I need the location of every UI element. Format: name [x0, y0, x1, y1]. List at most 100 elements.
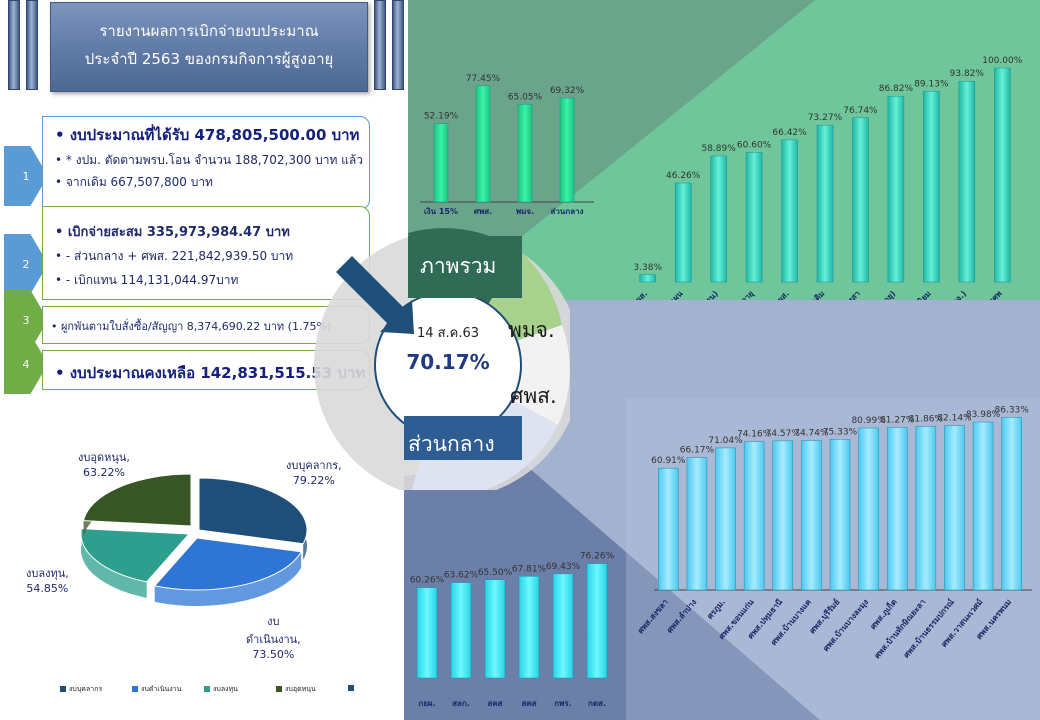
data-label: 65.05% — [508, 92, 543, 102]
category-label: ศพส. — [474, 207, 492, 216]
data-label: 73.27% — [808, 113, 843, 123]
overall-label: ภาพรวม — [420, 254, 497, 278]
budget-received: • งบประมาณที่ได้รับ 478,805,500.00 บาท — [55, 126, 360, 144]
arrow-shape — [336, 256, 414, 334]
bar-1 — [639, 274, 656, 283]
bar-7 — [852, 117, 869, 283]
category-label: กยผ. — [418, 699, 435, 708]
bar-3 — [710, 155, 727, 283]
pie-label-operating-name-1: งบ — [267, 615, 280, 628]
pmj-label: พมจ. — [508, 318, 555, 342]
divisions-bar-chart: 60.26% กยผ. 63.62% สลก. 65.50% สคส 67.81% สคส 69… — [410, 552, 615, 708]
bar-2 — [450, 582, 472, 679]
bar-9 — [886, 427, 908, 591]
legend-item: งบดำเนินงาน — [132, 684, 181, 695]
category-label: ศรภูม. — [705, 598, 727, 622]
bar-2 — [475, 85, 491, 203]
overall-label-block — [408, 236, 522, 298]
bar-2 — [674, 182, 692, 283]
bar-7 — [829, 439, 851, 591]
data-label: 66.17% — [680, 446, 715, 456]
category-label: ศพส.บ้านธรรมปกรณ์ — [901, 596, 956, 659]
pie-slice-3 — [80, 528, 191, 583]
legend-item: งบบุคลากร — [60, 684, 102, 695]
category-label: สคส — [487, 699, 502, 708]
pie-label-personnel-name: งบบุคลากร, — [286, 459, 342, 472]
report-title: รายงานผลการเบิกจ่ายงบประมาณ ประจำปี 2563… — [50, 2, 368, 92]
bar-11 — [944, 425, 965, 591]
data-label: 3.38% — [633, 263, 662, 273]
pie-label-investment-name: งบลงทุน, — [26, 567, 69, 580]
data-label: 71.04% — [708, 436, 743, 446]
pie-label-investment: งบลงทุน, 54.85% — [26, 564, 69, 595]
data-label: 74.74% — [794, 429, 829, 439]
legend-label: งบดำเนินงาน — [141, 685, 182, 693]
budget-note-1: • * งปม. ตัดตามพรบ.โอน จำนวน 188,702,300… — [55, 153, 363, 167]
pie-label-investment-value: 54.85% — [26, 582, 69, 595]
data-label: 52.19% — [424, 112, 459, 122]
data-label: 76.26% — [580, 552, 615, 562]
central-units-bar-chart: 3.38% พยาบาลการรักษาตั้ง ศพผส. 46.26% สป.กอ… — [610, 56, 1023, 300]
title-line-2: ประจำปี 2563 ของกรมกิจการผู้สูงอายุ — [84, 50, 334, 68]
budget-type-pie-chart — [80, 473, 308, 606]
data-label: 80.99% — [851, 416, 886, 426]
spent-total: • เบิกจ่ายสะสม 335,973,984.47 บาท — [55, 225, 290, 240]
data-label: 69.43% — [546, 562, 581, 572]
data-label: 60.60% — [737, 140, 772, 150]
remaining: • งบประมาณคงเหลือ 142,831,515.53 บาท — [55, 364, 366, 382]
legend-label: งบอุดหนุน — [285, 685, 316, 693]
bar-5 — [772, 440, 794, 591]
pie-label-subsidy-value: 63.22% — [82, 466, 125, 479]
category-label: เตรียมความพร้อมศพผส. — [724, 288, 791, 300]
step-number: 3 — [22, 313, 30, 327]
bar-3 — [484, 579, 506, 679]
pie-slice-2 — [153, 537, 302, 591]
pie-slice-side — [80, 528, 147, 598]
pie-label-operating: งบ ดำเนินงาน, 73.50% — [246, 612, 301, 661]
bar-4 — [518, 576, 540, 679]
category-label: สป.กองแผน — [649, 289, 685, 300]
legend-swatch — [204, 686, 210, 692]
report-date: 14 ส.ค.63 — [416, 326, 480, 341]
bar-12 — [972, 421, 994, 591]
legend-item: งบลงทุน — [204, 684, 238, 695]
data-label: 89.13% — [914, 79, 949, 89]
bar-4 — [745, 152, 763, 283]
category-label: ศพส.ลำปาง — [665, 597, 698, 634]
bar-8 — [887, 95, 905, 283]
spent-central: • - ส่วนกลาง + ศพส. 221,842,939.50 บาท — [55, 249, 294, 263]
step-number: 4 — [22, 357, 30, 371]
spending-box: • เบิกจ่ายสะสม 335,973,984.47 บาท • - ส่… — [42, 206, 370, 300]
bar-4 — [559, 97, 575, 203]
category-label: ศพส.ภูเก็ต — [867, 596, 900, 632]
data-label: 76.74% — [843, 106, 878, 116]
bar-1 — [416, 587, 438, 679]
category-label: กพร. — [554, 699, 571, 708]
data-label: 83.98% — [966, 410, 1001, 420]
centers-bar-chart: 60.91%ศพส.สงขลา66.17%ศพส.ลำปาง71.04%ศรภู… — [636, 405, 1032, 661]
bar-2 — [686, 457, 708, 591]
bar-3 — [517, 104, 533, 203]
legend-item: งบอุดหนุน — [276, 684, 316, 695]
bar-6 — [816, 124, 834, 283]
category-label: พยาบาลการรักษาตั้ง ศพผส. — [610, 288, 649, 300]
budget-note-2: • จากเดิม 667,507,800 บาท — [55, 175, 213, 189]
committed-box: • ผูกพันตามใบสั่งซื้อ/สัญญา 8,374,690.22… — [42, 306, 370, 344]
data-label: 86.33% — [995, 405, 1030, 415]
category-label: โรงเรียนผู้สูงอายุเพิ่มเติม — [759, 288, 827, 300]
bar-6 — [586, 563, 608, 679]
legend-item — [348, 684, 357, 692]
category-label: ศพส.บ้านทักษิณยะลา — [872, 597, 928, 661]
title-pillar-right-1 — [374, 0, 386, 90]
legend-label: งบลงทุน — [213, 685, 238, 693]
data-label: 46.26% — [666, 171, 701, 181]
pie-slice-1 — [198, 477, 308, 545]
category-label: พมจ. — [516, 207, 534, 216]
title-pillar-left-1 — [8, 0, 20, 90]
bar-1 — [658, 467, 679, 591]
title-pillar-left-2 — [26, 0, 38, 90]
overview-bar-chart: 52.19% เงิน 15% 77.45% ศพส. 65.05% พมจ. 69.32%… — [420, 74, 594, 216]
spent-proxy: • - เบิกแทน 114,131,044.97บาท — [55, 273, 239, 287]
legend-swatch — [132, 686, 138, 692]
data-label: 81.27% — [880, 415, 915, 425]
